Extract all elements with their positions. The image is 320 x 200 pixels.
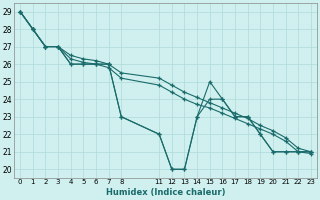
X-axis label: Humidex (Indice chaleur): Humidex (Indice chaleur) [106, 188, 225, 197]
